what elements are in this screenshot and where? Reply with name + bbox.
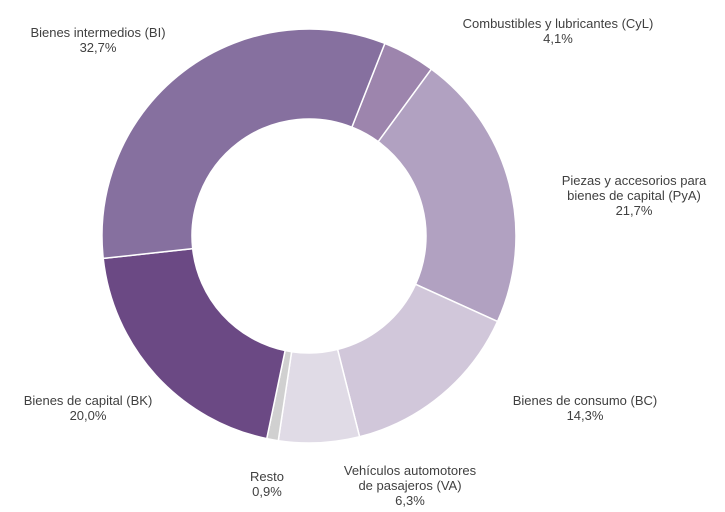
label-bienes-intermedios-bi: Bienes intermedios (BI) 32,7% <box>30 25 165 55</box>
slice-value-label: 20,0% <box>70 408 107 423</box>
slice-name-label: Bienes de capital (BK) <box>24 393 153 408</box>
slice-name-label: bienes de capital (PyA) <box>567 188 701 203</box>
label-combustibles-y-lubricantes-cyl: Combustibles y lubricantes (CyL) 4,1% <box>463 16 654 46</box>
slice-value-label: 32,7% <box>80 40 117 55</box>
label-bienes-de-capital-bk: Bienes de capital (BK) 20,0% <box>24 393 153 423</box>
slice-value-label: 4,1% <box>543 31 573 46</box>
slice-bienes-de-capital-bk <box>102 247 287 440</box>
slice-value-label: 6,3% <box>395 493 425 508</box>
slice-value-label: 14,3% <box>567 408 604 423</box>
slice-bienes-intermedios-bi <box>101 28 386 260</box>
slice-labels: Combustibles y lubricantes (CyL) 4,1% Piez… <box>24 16 707 508</box>
slice-name-label: de pasajeros (VA) <box>358 478 461 493</box>
slice-name-label: Resto <box>250 469 284 484</box>
slice-piezas-y-accesorios-para-bienes-de-capital-pya <box>377 68 517 323</box>
donut-slices <box>101 28 517 444</box>
slice-name-label: Combustibles y lubricantes (CyL) <box>463 16 654 31</box>
label-bienes-de-consumo-bc: Bienes de consumo (BC) 14,3% <box>513 393 658 423</box>
label-piezas-y-accesorios-para-bienes-de-capital-pya: Piezas y accesorios para bienes de capita… <box>562 173 707 218</box>
slice-name-label: Vehículos automotores <box>344 463 477 478</box>
slice-name-label: Bienes de consumo (BC) <box>513 393 658 408</box>
slice-name-label: Bienes intermedios (BI) <box>30 25 165 40</box>
slice-name-label: Piezas y accesorios para <box>562 173 707 188</box>
slice-value-label: 0,9% <box>252 484 282 499</box>
label-vehiculos-automotores-de-pasajeros-va: Vehículos automotores de pasajeros (VA) 6,… <box>344 463 477 508</box>
slice-value-label: 21,7% <box>616 203 653 218</box>
label-resto: Resto 0,9% <box>250 469 284 499</box>
